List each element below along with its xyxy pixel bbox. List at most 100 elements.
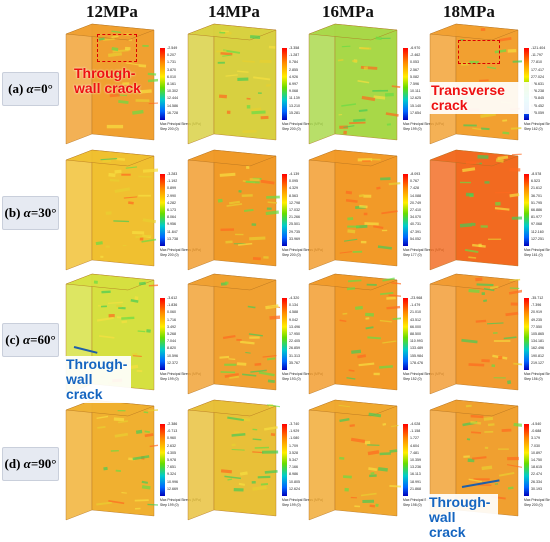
legend-tick: 17.032 [289, 208, 300, 213]
stress-legend: -2.386 -0.713 0.960 2.632 4.305 5.978 7.651 9.3… [160, 422, 201, 516]
legend-tick: 25.501 [289, 222, 300, 227]
legend-tick: -1.929 [289, 429, 300, 434]
left-face [308, 149, 336, 271]
legend-tick: 15.140 [410, 103, 421, 108]
legend-tick: 4.926 [289, 74, 298, 79]
legend-tick: 4.282 [167, 200, 176, 205]
stress-panel-r2-c1: -4.320 0.134 4.588 9.042 13.496 17.950 22.405 2… [184, 272, 323, 402]
color-scale-bar [403, 48, 408, 120]
legend-tick: 81.977 [531, 215, 542, 220]
stress-panel-r0-c2: -6.970 -2.462 0.053 2.567 5.082 7.596 10.111 12… [305, 22, 444, 152]
legend-tick: -6.970 [410, 46, 421, 50]
specimen-cube [308, 273, 401, 395]
front-face [213, 23, 277, 141]
legend-tick: 8.161 [167, 82, 176, 87]
legend-tick: 110.993 [410, 339, 423, 344]
legend-tick: 3.870 [167, 67, 176, 72]
legend-title: Max Principal Stress (MPa) Step 199 (0) [160, 498, 201, 507]
legend-ticks: -4.139 0.095 4.329 8.563 12.798 17.032 21.266 2… [289, 171, 300, 243]
top-face [308, 399, 398, 417]
crack-highlight-box-12mpa-a0 [97, 34, 137, 62]
legend-tick: 10.996 [167, 479, 178, 484]
legend-tick: -4.139 [289, 172, 300, 176]
legend-tick: 21.612 [531, 186, 542, 191]
legend-tick: 0.060 [167, 310, 176, 315]
legend-tick: 30.193 [531, 486, 542, 491]
specimen-cube [429, 149, 522, 271]
legend-tick: 6.010 [167, 74, 176, 79]
left-face [308, 23, 336, 145]
legend-ticks: -6.970 -2.462 0.053 2.567 5.082 7.596 10.111 12… [410, 45, 421, 117]
stress-legend: -4.139 0.095 4.329 8.563 12.798 17.032 21.266 2… [282, 171, 323, 266]
legend-tick: -0.713 [167, 429, 178, 434]
legend-step: Step 152 (0) [403, 376, 422, 381]
legend-tick: 22.474 [531, 472, 542, 477]
legend-step: Step 199 (0) [403, 126, 422, 131]
legend-title-text: Max Principal Stress (MPa) [524, 122, 550, 126]
legend-tick: 219.127 [531, 360, 544, 365]
stress-legend: -35.712 -7.396 20.919 49.235 77.550 105.865 13… [524, 296, 550, 390]
legend-ticks: -4.028 -1.158 1.727 4.604 7.481 10.359 13.236 1… [410, 421, 421, 493]
legend-tick: -3.283 [167, 172, 178, 176]
stress-legend: -3.612 -1.836 0.060 1.716 3.492 5.268 7.044 8.8… [160, 296, 201, 390]
legend-tick: 10.805 [289, 479, 300, 484]
legend-tick: 97.068 [531, 222, 542, 227]
legend-tick: 376.631 [531, 82, 544, 87]
stress-panel-r3-c2: -4.028 -1.158 1.727 4.604 7.481 10.359 13.236 1… [305, 398, 444, 528]
legend-tick: -8.093 [410, 172, 421, 176]
legend-step: Step 200 (0) [160, 126, 179, 131]
legend-tick: -35.712 [531, 296, 544, 300]
legend-title: Max Principal Stress (MPa)Step 200 (0) [160, 248, 201, 257]
legend-tick: -3.612 [167, 296, 178, 300]
legend-tick: 10.897 [531, 450, 542, 455]
legend-title-text: Max Principal Stress (MPa) [403, 498, 445, 502]
top-face [65, 23, 155, 41]
legend-tick: -4.540 [531, 422, 542, 426]
legend-tick: 4.305 [167, 450, 176, 455]
left-face [187, 149, 215, 271]
annotation-transverse-crack-a0: Transverse crack [428, 82, 534, 114]
stress-panel-r1-c2: -8.093 0.767 7.428 14.088 20.749 27.410 34.070… [305, 148, 444, 278]
legend-tick: 775.059 [531, 110, 544, 115]
color-scale-bar [524, 174, 529, 246]
legend-tick: 11.139 [289, 96, 300, 101]
top-face [308, 149, 398, 167]
legend-step: Step 200 (0) [282, 252, 301, 257]
legend-tick: 1.716 [167, 317, 176, 322]
legend-tick: 35.767 [289, 360, 300, 365]
top-face [187, 273, 277, 291]
legend-tick: 66.000 [410, 324, 421, 329]
legend-tick: 14.586 [167, 103, 178, 108]
color-scale-bar [160, 48, 165, 120]
left-face [65, 399, 93, 521]
legend-ticks: -2.549 0.207 1.731 3.870 6.010 8.161 10.302 12.… [167, 45, 178, 117]
legend-tick: 8.064 [167, 215, 176, 220]
row-label-alpha-30: (b) α=30° [2, 196, 59, 230]
legend-tick: -2.386 [167, 422, 178, 426]
specimen-cube [187, 399, 280, 521]
crack-highlight-box-18mpa-a0 [458, 40, 500, 64]
top-face [187, 149, 277, 167]
legend-tick: 47.391 [410, 229, 421, 234]
legend-tick: 7.481 [410, 450, 419, 455]
stress-legend: -4.028 -1.158 1.727 4.604 7.481 10.359 13.236 1… [403, 421, 444, 516]
legend-tick: 18.615 [531, 465, 542, 470]
legend-tick: 0.960 [167, 436, 176, 441]
legend-tick: 66.886 [531, 208, 542, 213]
legend-tick: 31.313 [289, 353, 300, 358]
legend-tick: 12.625 [410, 96, 421, 101]
legend-title-text: Max Principal Stress (MPa) [160, 372, 202, 376]
legend-tick: 51.795 [531, 200, 542, 205]
legend-ticks: -23.968 -1.479 21.010 43.512 66.000 88.500 110… [410, 295, 423, 367]
legend-tick: 11.847 [167, 229, 178, 234]
legend-step: Step 198 (0) [403, 502, 422, 507]
legend-tick: 0.053 [410, 60, 419, 65]
front-face [213, 149, 277, 267]
legend-tick: 675.452 [531, 103, 544, 108]
stress-panel-r2-c0: -3.612 -1.836 0.060 1.716 3.492 5.268 7.044 8.8… [62, 272, 201, 402]
legend-tick: 162.496 [531, 346, 544, 351]
stress-legend: -6.970 -2.462 0.053 2.567 5.082 7.596 10.111 12… [403, 45, 444, 140]
legend-tick: -4.028 [410, 422, 421, 426]
legend-tick: -1.287 [289, 53, 300, 58]
color-scale-bar [524, 424, 529, 496]
